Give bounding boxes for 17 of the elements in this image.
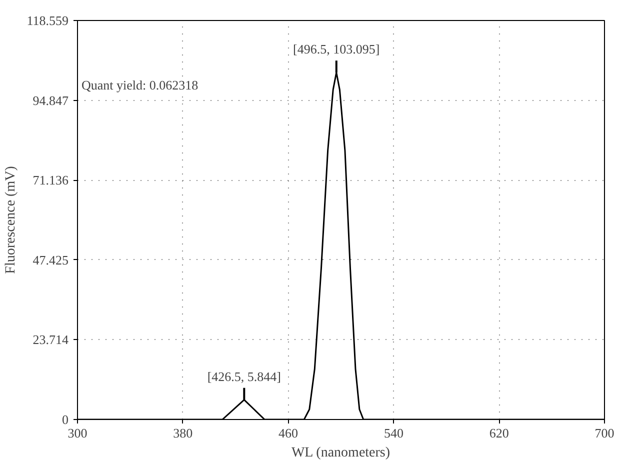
y-tick-label: 47.425 <box>32 252 68 268</box>
annotation: Quant yield: 0.062318 <box>82 77 198 92</box>
x-tick-label: 300 <box>68 426 88 440</box>
annotation: [426.5, 5.844] <box>207 368 282 384</box>
annotation: [496.5, 103.095] <box>293 42 380 57</box>
x-tick-label: 620 <box>489 426 509 440</box>
y-tick-label: 23.714 <box>32 332 69 348</box>
y-axis-title: Fluorescence (mV) <box>4 166 19 274</box>
x-tick-label: 380 <box>173 426 193 440</box>
y-tick-label: 94.847 <box>32 92 69 108</box>
y-tick-label: 118.559 <box>26 13 69 28</box>
x-tick-label: 700 <box>594 426 614 440</box>
y-tick-label: 0 <box>62 412 68 427</box>
x-tick-label: 540 <box>384 426 404 440</box>
x-tick-label: 460 <box>278 426 298 440</box>
y-tick-label: 71.136 <box>32 172 69 188</box>
x-axis-title: WL (nanometers) <box>291 446 390 460</box>
